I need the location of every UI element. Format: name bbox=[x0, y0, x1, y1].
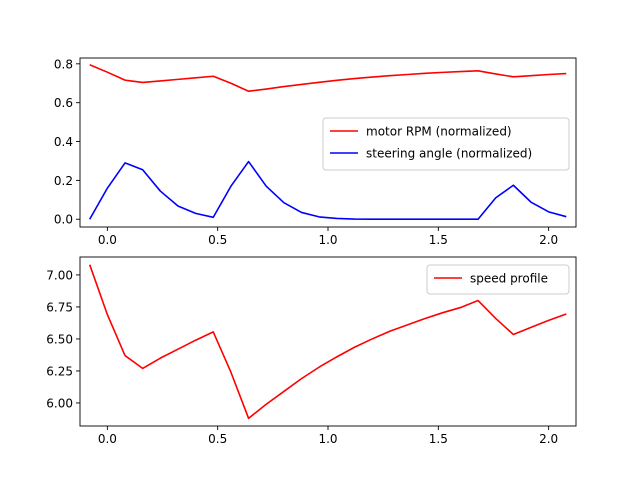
y-tick-label: 6.00 bbox=[46, 396, 73, 410]
subplot-2: 0.0 0.5 1.0 1.5 2.0 6.00 6.25 6.50 6.75 7.00 speed… bbox=[46, 256, 577, 446]
legend: motor RPM (normalized) steering angle (no… bbox=[322, 117, 570, 171]
y-tick-label: 7.00 bbox=[46, 268, 73, 282]
legend-box bbox=[426, 264, 570, 295]
x-tick-label: 0.0 bbox=[98, 233, 117, 247]
y-tick-label: 0.0 bbox=[54, 213, 73, 227]
legend-label: steering angle (normalized) bbox=[366, 147, 532, 161]
y-tick-label: 0.4 bbox=[54, 135, 73, 149]
legend-label: speed profile bbox=[470, 272, 548, 286]
x-tick-label: 0.0 bbox=[98, 432, 117, 446]
y-tick-label: 6.50 bbox=[46, 332, 73, 346]
legend-box bbox=[322, 117, 570, 171]
y-tick-label: 6.75 bbox=[46, 300, 73, 314]
y-tick-label: 0.6 bbox=[54, 96, 73, 110]
x-tick-label: 2.0 bbox=[539, 233, 558, 247]
x-tick-label: 0.5 bbox=[208, 233, 227, 247]
y-tick-label: 6.25 bbox=[46, 364, 73, 378]
x-tick-label: 1.5 bbox=[429, 432, 448, 446]
x-tick-label: 1.0 bbox=[318, 432, 337, 446]
x-tick-label: 0.5 bbox=[208, 432, 227, 446]
series-line-1-2 bbox=[89, 160, 567, 221]
x-tick-label: 1.0 bbox=[318, 233, 337, 247]
y-tick-label: 0.8 bbox=[54, 57, 73, 71]
y-tick-label: 0.2 bbox=[54, 174, 73, 188]
x-tick-label: 2.0 bbox=[539, 432, 558, 446]
subplot-1: 0.0 0.5 1.0 1.5 2.0 0.0 0.2 0.4 0.6 0.8 motor RPM … bbox=[54, 57, 577, 247]
series-line-1-1 bbox=[89, 64, 567, 93]
x-tick-label: 1.5 bbox=[429, 233, 448, 247]
series-line-2-1 bbox=[88, 264, 567, 420]
legend: speed profile bbox=[426, 264, 570, 295]
legend-label: motor RPM (normalized) bbox=[366, 125, 512, 139]
